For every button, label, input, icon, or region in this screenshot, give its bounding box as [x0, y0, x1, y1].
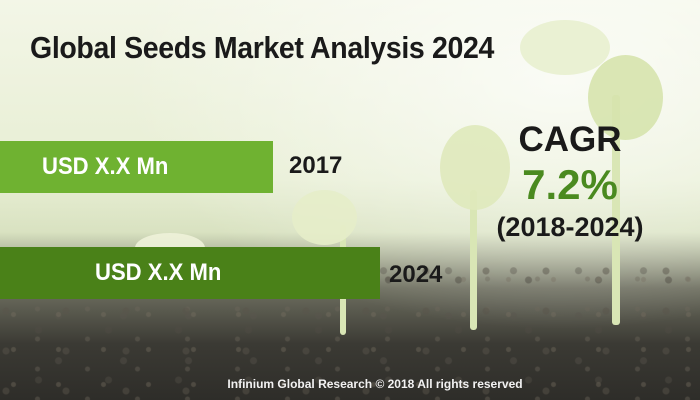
bar-label-2017: USD X.X Mn	[42, 153, 169, 180]
bar-label-2024: USD X.X Mn	[95, 259, 222, 286]
bar-2024: USD X.X Mn	[0, 247, 380, 299]
cagr-label: CAGR	[518, 120, 622, 159]
page-title: Global Seeds Market Analysis 2024	[30, 30, 494, 65]
copyright-footer: Infinium Global Research © 2018 All righ…	[227, 377, 523, 391]
year-label-2017: 2017	[289, 152, 343, 179]
cagr-period: (2018-2024)	[496, 212, 644, 242]
bar-2017: USD X.X Mn	[0, 141, 273, 193]
year-label-2024: 2024	[389, 261, 443, 288]
cagr-value: 7.2%	[522, 161, 618, 208]
cagr-panel: CAGR 7.2% (2018-2024)	[470, 120, 670, 244]
